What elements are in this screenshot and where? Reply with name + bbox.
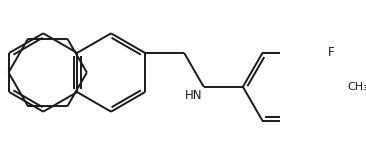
Text: F: F bbox=[327, 46, 334, 59]
Text: HN: HN bbox=[185, 89, 203, 102]
Text: CH₃: CH₃ bbox=[347, 82, 366, 92]
